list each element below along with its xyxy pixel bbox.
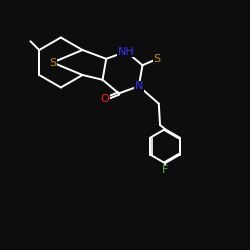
Text: O: O bbox=[101, 94, 110, 104]
Text: F: F bbox=[162, 165, 168, 175]
Text: NH: NH bbox=[118, 46, 134, 56]
Text: N: N bbox=[134, 81, 143, 91]
Text: S: S bbox=[49, 58, 56, 68]
Text: S: S bbox=[154, 54, 160, 64]
